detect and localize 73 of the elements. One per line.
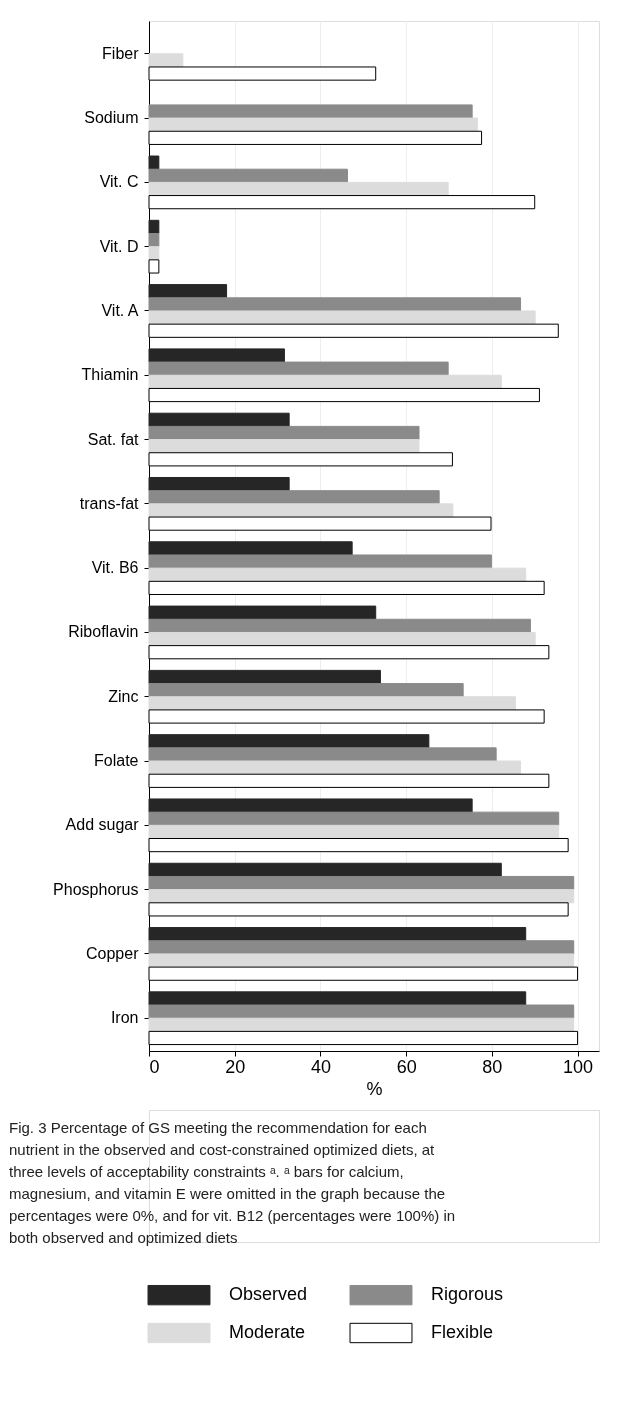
legend-label: Observed: [229, 1284, 308, 1305]
bar: [148, 246, 160, 261]
bar: [148, 889, 575, 904]
y-tick-label: Vit. D: [99, 237, 139, 255]
y-tick-label: Add sugar: [65, 816, 140, 834]
bar: [148, 927, 527, 942]
bar: [148, 567, 527, 582]
y-tick-label: Copper: [86, 944, 140, 962]
y-tick-label: Fiber: [102, 44, 140, 62]
x-tick-label: 40: [310, 1056, 331, 1077]
bar: [148, 824, 560, 840]
y-tick-label: Iron: [110, 1009, 139, 1027]
y-tick-label: Vit. A: [101, 301, 139, 319]
bar: [148, 747, 497, 762]
legend-label: Rigorous: [431, 1284, 504, 1305]
bar: [148, 862, 502, 877]
bar: [148, 53, 184, 68]
bar: [148, 1004, 575, 1019]
bar: [148, 155, 160, 170]
bar: [148, 875, 575, 891]
bar: [148, 425, 420, 441]
x-axis-title: %: [366, 1078, 383, 1099]
bar: [148, 310, 536, 325]
x-tick-label: 80: [482, 1056, 503, 1077]
bar: [148, 374, 502, 389]
bar: [148, 541, 353, 556]
bar: [148, 476, 290, 492]
caption: Fig. 3 Percentage of GS meeting the recommendation for each nutrient in the observed and cost-constrained optimized diets, at three levels of acceptability constraints ᵃ. ᵃ bars for calcium, magnesium, and vitamin E were omitted in the graph because the percentages were 0%, and for vit. B12 (percentages were 100%) in both observed and optimized diets: [9, 1119, 456, 1246]
legend-label: Flexible: [431, 1322, 494, 1342]
bar: [148, 554, 492, 569]
bar: [148, 348, 285, 363]
bar: [148, 117, 478, 132]
x-tick-label: 100: [563, 1056, 594, 1077]
bar: [148, 439, 420, 454]
y-tick-label: Vit. B6: [91, 559, 139, 577]
y-tick-label: Thiamin: [81, 366, 139, 384]
bar: [148, 284, 228, 299]
bar: [148, 798, 473, 813]
bar: [148, 219, 160, 234]
bar: [148, 953, 575, 968]
y-tick-label: Vit. C: [99, 173, 139, 191]
y-tick-label: trans-fat: [79, 494, 140, 512]
bar: [148, 232, 160, 248]
y-tick-label: Zinc: [108, 687, 139, 705]
x-tick-label: 60: [396, 1056, 417, 1077]
bar: [148, 412, 290, 427]
bar: [148, 760, 522, 775]
bar: [148, 811, 560, 826]
legend-label: Moderate: [229, 1322, 306, 1342]
bar: [148, 1017, 575, 1032]
bar: [148, 696, 516, 711]
bar: [148, 669, 381, 685]
x-tick-label: 20: [225, 1056, 246, 1077]
bar: [148, 618, 531, 633]
bar: [148, 734, 430, 749]
bar: [148, 605, 377, 620]
bar: [148, 683, 464, 698]
bar: [148, 490, 440, 505]
y-tick-label: Folate: [94, 752, 139, 770]
bar: [148, 991, 527, 1006]
y-tick-label: Riboflavin: [68, 623, 139, 641]
y-tick-label: Sodium: [84, 109, 139, 127]
y-tick-label: Sat. fat: [87, 430, 140, 448]
bar: [148, 361, 449, 376]
bar: [148, 181, 449, 197]
bar: [148, 168, 348, 183]
x-tick-label: 0: [149, 1056, 160, 1077]
bar: [148, 104, 473, 119]
bar: [148, 940, 575, 955]
bar: [148, 503, 454, 518]
bar: [148, 631, 536, 647]
bar: [148, 297, 522, 312]
y-tick-label: Phosphorus: [53, 880, 139, 898]
